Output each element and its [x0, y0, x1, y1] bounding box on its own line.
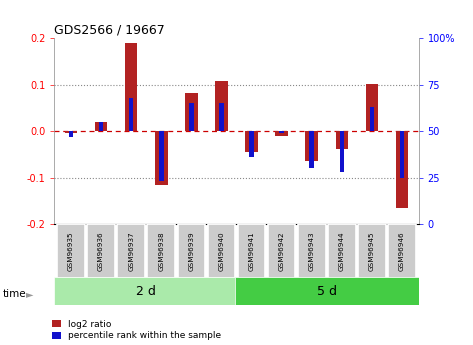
Bar — [69, 131, 73, 137]
Bar — [298, 224, 325, 278]
Text: GDS2566 / 19667: GDS2566 / 19667 — [54, 24, 165, 37]
Bar — [155, 131, 167, 185]
Text: GSM96938: GSM96938 — [158, 231, 164, 271]
Bar — [388, 224, 416, 278]
Bar — [185, 93, 198, 131]
Text: GSM96935: GSM96935 — [68, 231, 74, 271]
Bar — [189, 103, 193, 131]
Text: GSM96945: GSM96945 — [369, 231, 375, 271]
Text: GSM96937: GSM96937 — [128, 231, 134, 271]
Text: GSM96944: GSM96944 — [339, 231, 345, 271]
Bar — [280, 131, 284, 133]
Text: 2 d: 2 d — [136, 285, 156, 298]
Bar — [159, 131, 164, 181]
Bar — [87, 224, 115, 278]
Bar — [129, 98, 133, 131]
Bar — [54, 277, 238, 305]
Bar — [215, 81, 228, 131]
Bar — [370, 107, 374, 131]
Bar — [249, 131, 254, 157]
Legend: log2 ratio, percentile rank within the sample: log2 ratio, percentile rank within the s… — [52, 320, 221, 341]
Bar — [238, 224, 265, 278]
Text: GSM96939: GSM96939 — [188, 231, 194, 271]
Bar — [125, 43, 138, 131]
Bar — [306, 131, 318, 161]
Bar — [57, 224, 85, 278]
Bar — [396, 131, 408, 208]
Bar — [245, 131, 258, 152]
Bar — [208, 224, 235, 278]
Bar — [335, 131, 348, 149]
Text: GSM96936: GSM96936 — [98, 231, 104, 271]
Bar — [275, 131, 288, 136]
Text: GSM96940: GSM96940 — [219, 231, 225, 271]
Bar — [219, 103, 224, 131]
Bar — [328, 224, 356, 278]
Bar — [366, 83, 378, 131]
Bar — [340, 131, 344, 172]
Bar — [99, 122, 103, 131]
Bar — [117, 224, 145, 278]
Text: ►: ► — [26, 289, 34, 299]
Text: GSM96942: GSM96942 — [279, 231, 285, 271]
Bar — [148, 224, 175, 278]
Text: GSM96943: GSM96943 — [309, 231, 315, 271]
Bar — [400, 131, 404, 178]
Bar — [268, 224, 296, 278]
Bar — [235, 277, 419, 305]
Text: GSM96946: GSM96946 — [399, 231, 405, 271]
Bar — [177, 224, 205, 278]
Bar — [309, 131, 314, 168]
Text: time: time — [2, 289, 26, 299]
Bar — [95, 122, 107, 131]
Bar — [65, 131, 77, 134]
Text: GSM96941: GSM96941 — [248, 231, 254, 271]
Bar — [358, 224, 386, 278]
Text: 5 d: 5 d — [317, 285, 337, 298]
